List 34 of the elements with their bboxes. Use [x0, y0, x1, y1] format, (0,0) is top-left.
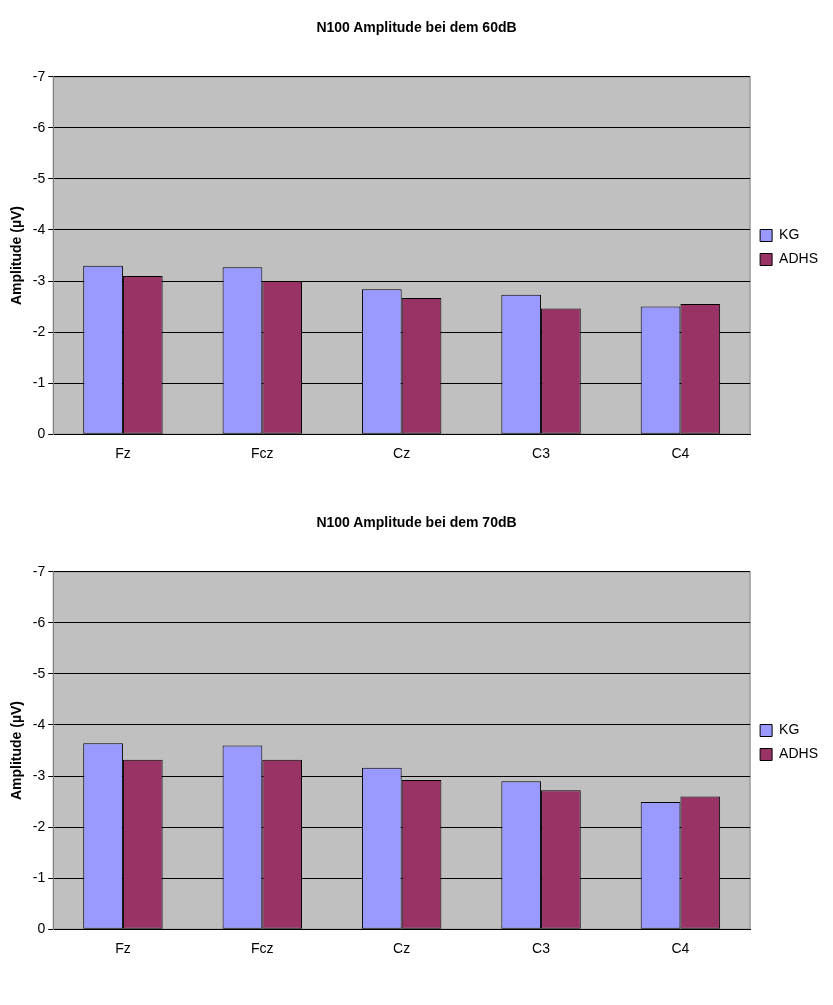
y-tick-label: -7 — [32, 67, 46, 84]
y-tick-label: -3 — [32, 271, 46, 288]
y-tick-label: -2 — [32, 817, 46, 834]
x-tick-label: Fcz — [251, 940, 274, 957]
y-tick-label: 0 — [37, 920, 46, 937]
legend-label: KG — [779, 226, 800, 243]
y-tick-label: -2 — [32, 322, 46, 339]
x-tick-label: C4 — [671, 940, 690, 957]
y-tick-label: -6 — [32, 118, 46, 135]
y-axis-title: Amplitude (µV) — [8, 205, 25, 306]
y-tick-label: -4 — [32, 220, 46, 237]
legend-label: KG — [779, 721, 800, 738]
y-tick-label: -3 — [32, 766, 46, 783]
x-tick-label: Fcz — [251, 445, 274, 462]
x-tick-label: Cz — [393, 445, 411, 462]
y-tick-label: -1 — [32, 374, 46, 390]
y-tick-label: -5 — [32, 169, 46, 186]
y-tick-label: -7 — [32, 562, 46, 579]
x-tick-label: Fz — [115, 940, 131, 957]
x-tick-label: Fz — [115, 445, 131, 462]
y-tick-label: -4 — [32, 715, 46, 732]
x-tick-label: Cz — [393, 940, 411, 957]
legend-label: ADHS — [779, 745, 819, 762]
y-tick-label: -1 — [32, 869, 46, 885]
x-tick-label: C3 — [532, 445, 551, 462]
x-tick-label: C4 — [671, 445, 690, 462]
y-tick-label: -5 — [32, 664, 46, 681]
x-tick-label: C3 — [532, 940, 551, 957]
y-tick-label: -6 — [32, 613, 46, 630]
chart-title: N100 Amplitude bei dem 60dB — [316, 19, 517, 36]
y-axis-title: Amplitude (µV) — [8, 700, 25, 801]
legend-label: ADHS — [779, 250, 819, 267]
y-tick-label: 0 — [37, 425, 46, 442]
chart-title: N100 Amplitude bei dem 70dB — [316, 514, 517, 531]
